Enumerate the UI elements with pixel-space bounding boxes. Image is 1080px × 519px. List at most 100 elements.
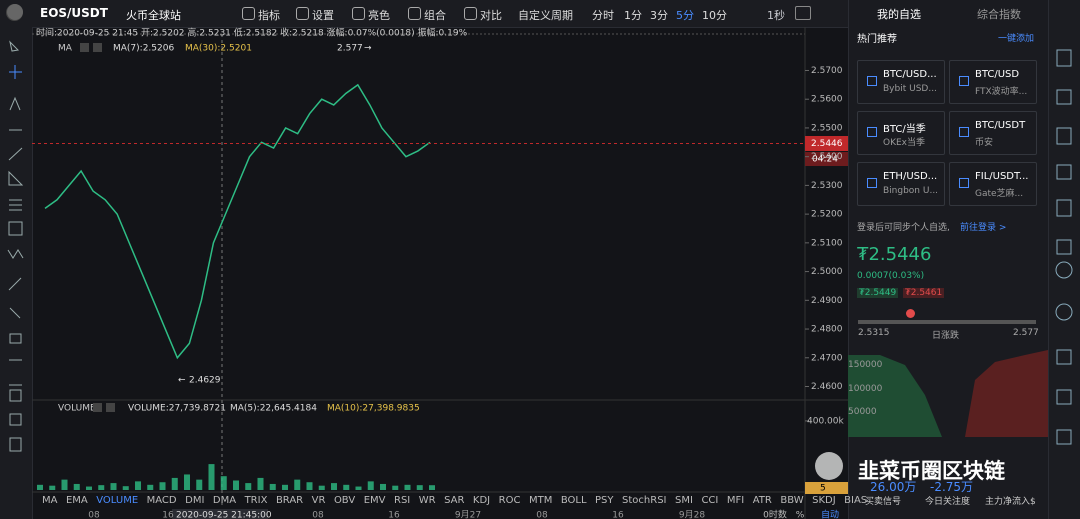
side-icons [1055, 49, 1073, 445]
indicator[interactable]: DMA [213, 495, 236, 506]
period[interactable]: 3分 [650, 9, 668, 22]
period[interactable]: 分时 [592, 9, 614, 22]
indicator[interactable]: BIAS [844, 495, 867, 506]
period[interactable]: 5分 [676, 9, 694, 22]
card[interactable] [857, 111, 945, 155]
indicator[interactable]: PSY [595, 495, 614, 506]
volume-header: VOLUME [58, 404, 96, 414]
indicator[interactable]: TRIX [244, 495, 268, 506]
toolbar-button[interactable]: 对比 [480, 9, 502, 22]
icon[interactable] [80, 43, 89, 52]
card-pair: BTC/USD [975, 69, 1020, 80]
price-badge [805, 136, 848, 151]
volume-bar [233, 480, 239, 490]
toolbar-icon [296, 7, 309, 20]
x-tick-label: 16 [612, 511, 624, 519]
period[interactable]: 1分 [624, 9, 642, 22]
depth-tick: 50000 [848, 407, 877, 417]
indicator[interactable]: BBW [780, 495, 803, 506]
indicator[interactable]: WR [419, 495, 436, 506]
indicator[interactable]: SMI [675, 495, 693, 506]
indicator[interactable]: CCI [701, 495, 718, 506]
logo [7, 4, 23, 20]
current-price: 2.5446 [811, 139, 843, 149]
y-tick-label: 400.00k [807, 416, 844, 426]
exchange: 火币全球站 [126, 9, 181, 22]
period[interactable]: 10分 [702, 9, 727, 22]
crosshair-time-box [172, 509, 268, 519]
indicator[interactable]: ATR [753, 495, 772, 506]
ma-label: MA [58, 44, 73, 54]
login-link[interactable]: 前往登录 > [960, 223, 1007, 233]
card[interactable] [857, 162, 945, 206]
change: 0.0007(0.03%) [857, 271, 925, 281]
indicator[interactable]: SAR [444, 495, 464, 506]
indicator[interactable]: SKDJ [812, 495, 836, 506]
x-tick-label: 9月27 [455, 510, 481, 519]
y-tick-label: 2.4700 [811, 353, 843, 363]
indicator[interactable]: MACD [147, 495, 177, 506]
axis-control[interactable]: 自动 [821, 509, 839, 519]
card-pair: ETH/USD... [883, 171, 938, 182]
card[interactable] [949, 162, 1037, 206]
indicator[interactable]: OBV [334, 495, 355, 506]
toolbar-button[interactable]: 组合 [424, 9, 446, 22]
price: ₮2.5446 [857, 244, 932, 265]
seconds[interactable]: 1秒 [767, 9, 785, 22]
x-tick-label: 08 [536, 511, 548, 519]
axis-control[interactable]: 0时数 [763, 509, 787, 519]
indicator[interactable]: RSI [394, 495, 410, 506]
indicator[interactable]: ROC [499, 495, 521, 506]
indicator[interactable]: DMI [185, 495, 204, 506]
card[interactable] [949, 111, 1037, 155]
indicator[interactable]: MTM [529, 495, 552, 506]
axis-control[interactable]: % [796, 511, 805, 519]
card-venue: 币安 [975, 138, 994, 148]
period[interactable]: 自定义周期 [518, 9, 573, 22]
tab[interactable]: 综合指数 [977, 8, 1021, 21]
volume-bar [159, 482, 166, 490]
indicator[interactable]: EMA [66, 495, 88, 506]
ma7: MA(7):2.5206 [113, 44, 174, 54]
indicator[interactable]: MA [42, 495, 58, 506]
volume-bar [86, 486, 92, 490]
y-tick-label: 2.5300 [811, 181, 843, 191]
card[interactable] [949, 60, 1037, 104]
icon[interactable] [93, 403, 102, 412]
x-tick-label: 08 [312, 511, 324, 519]
toolbar-button[interactable]: 设置 [312, 9, 334, 22]
price-line [44, 83, 431, 360]
volume-badge: 5 [820, 484, 826, 494]
tab[interactable]: 我的自选 [877, 8, 921, 21]
stat-label: 买卖信号 [865, 497, 902, 507]
indicator[interactable]: VOLUME [96, 495, 138, 506]
icon[interactable] [93, 43, 102, 52]
info-row: 时间:2020-09-25 21:45 开:2.5202 高:2.5231 低:… [36, 27, 468, 39]
indicator[interactable]: StochRSI [622, 495, 666, 506]
indicator[interactable]: KDJ [473, 495, 490, 506]
indicator[interactable]: BRAR [276, 495, 303, 506]
volume-bar [196, 479, 203, 490]
volume-bar [220, 476, 227, 490]
depth-asks [965, 350, 1048, 437]
volume-bar [147, 484, 154, 490]
indicator[interactable]: MFI [727, 495, 744, 506]
indicator[interactable]: BOLL [561, 495, 587, 506]
y-tick-label: 2.5400 [811, 152, 843, 162]
ma30: MA(30):2.5201 [185, 44, 252, 54]
volume-bar [404, 484, 411, 490]
card-venue: Gate芝麻... [975, 189, 1024, 199]
y-tick-label: 2.5000 [811, 267, 843, 277]
toolbar-button[interactable]: 指标 [258, 9, 280, 22]
symbol[interactable]: EOS/USDT [40, 6, 108, 20]
panel-title: 热门推荐 [857, 34, 897, 45]
camera-icon[interactable] [795, 6, 811, 20]
indicator[interactable]: EMV [364, 495, 386, 506]
add-link[interactable]: 一键添加 [998, 34, 1035, 44]
indicator[interactable]: VR [312, 495, 326, 506]
stat-label: 主力净流入$ [985, 497, 1036, 507]
toolbar-button[interactable]: 亮色 [368, 9, 390, 22]
card[interactable] [857, 60, 945, 104]
icon[interactable] [106, 403, 115, 412]
range-low: 2.5315 [858, 328, 890, 338]
